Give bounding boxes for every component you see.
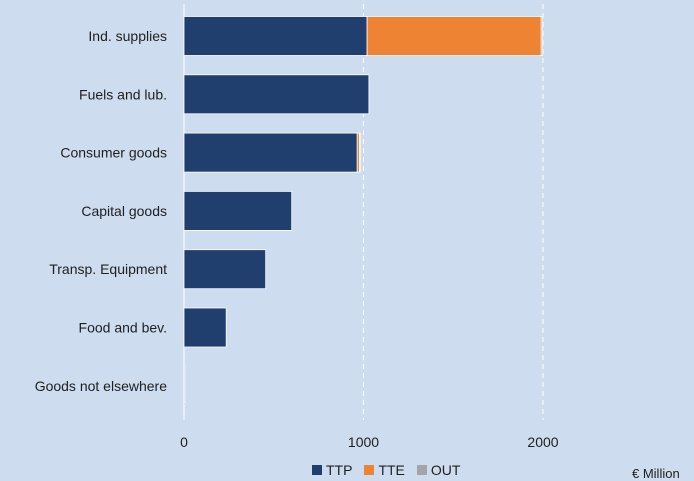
x-tick-label: 1000 [348, 434, 379, 450]
category-label: Fuels and lub. [79, 86, 167, 102]
bar-ttp [183, 190, 293, 231]
category-label: Food and bev. [79, 320, 167, 336]
bar-ttp [183, 365, 186, 406]
category-labels: Ind. supplies Fuels and lub. Consumer good… [35, 28, 168, 394]
category-label: Consumer goods [60, 145, 167, 161]
category-label: Ind. supplies [88, 28, 167, 44]
legend-swatch-ttp [312, 465, 322, 475]
bars [183, 16, 544, 406]
category-label: Capital goods [81, 203, 167, 219]
legend-label-ttp: TTP [326, 462, 353, 478]
category-label: Goods not elsewhere [35, 378, 168, 394]
legend-swatch-out [416, 465, 427, 475]
bar-ttp [183, 249, 267, 290]
bar-out [358, 132, 361, 173]
bar-ttp [183, 74, 370, 115]
legend-swatch-tte [364, 465, 375, 475]
legend: TTP TTE OUT [312, 462, 460, 478]
bar-ttp [183, 307, 227, 348]
legend-item-tte: TTE [364, 462, 405, 478]
legend-label-out: OUT [430, 462, 461, 478]
unit-label: € Million [632, 466, 680, 481]
x-tick-label: 2000 [527, 434, 558, 450]
x-tick-label: 0 [180, 434, 188, 450]
category-label: Transp. Equipment [49, 261, 167, 277]
legend-item-ttp: TTP [312, 462, 352, 478]
bar-ttp [183, 132, 358, 173]
bar-out [540, 16, 544, 56]
bar-ttp [183, 16, 368, 56]
legend-item-out: OUT [416, 462, 461, 478]
x-tick-labels: 0 1000 2000 [180, 434, 559, 450]
bar-tte [366, 16, 542, 56]
legend-label-tte: TTE [378, 462, 405, 478]
